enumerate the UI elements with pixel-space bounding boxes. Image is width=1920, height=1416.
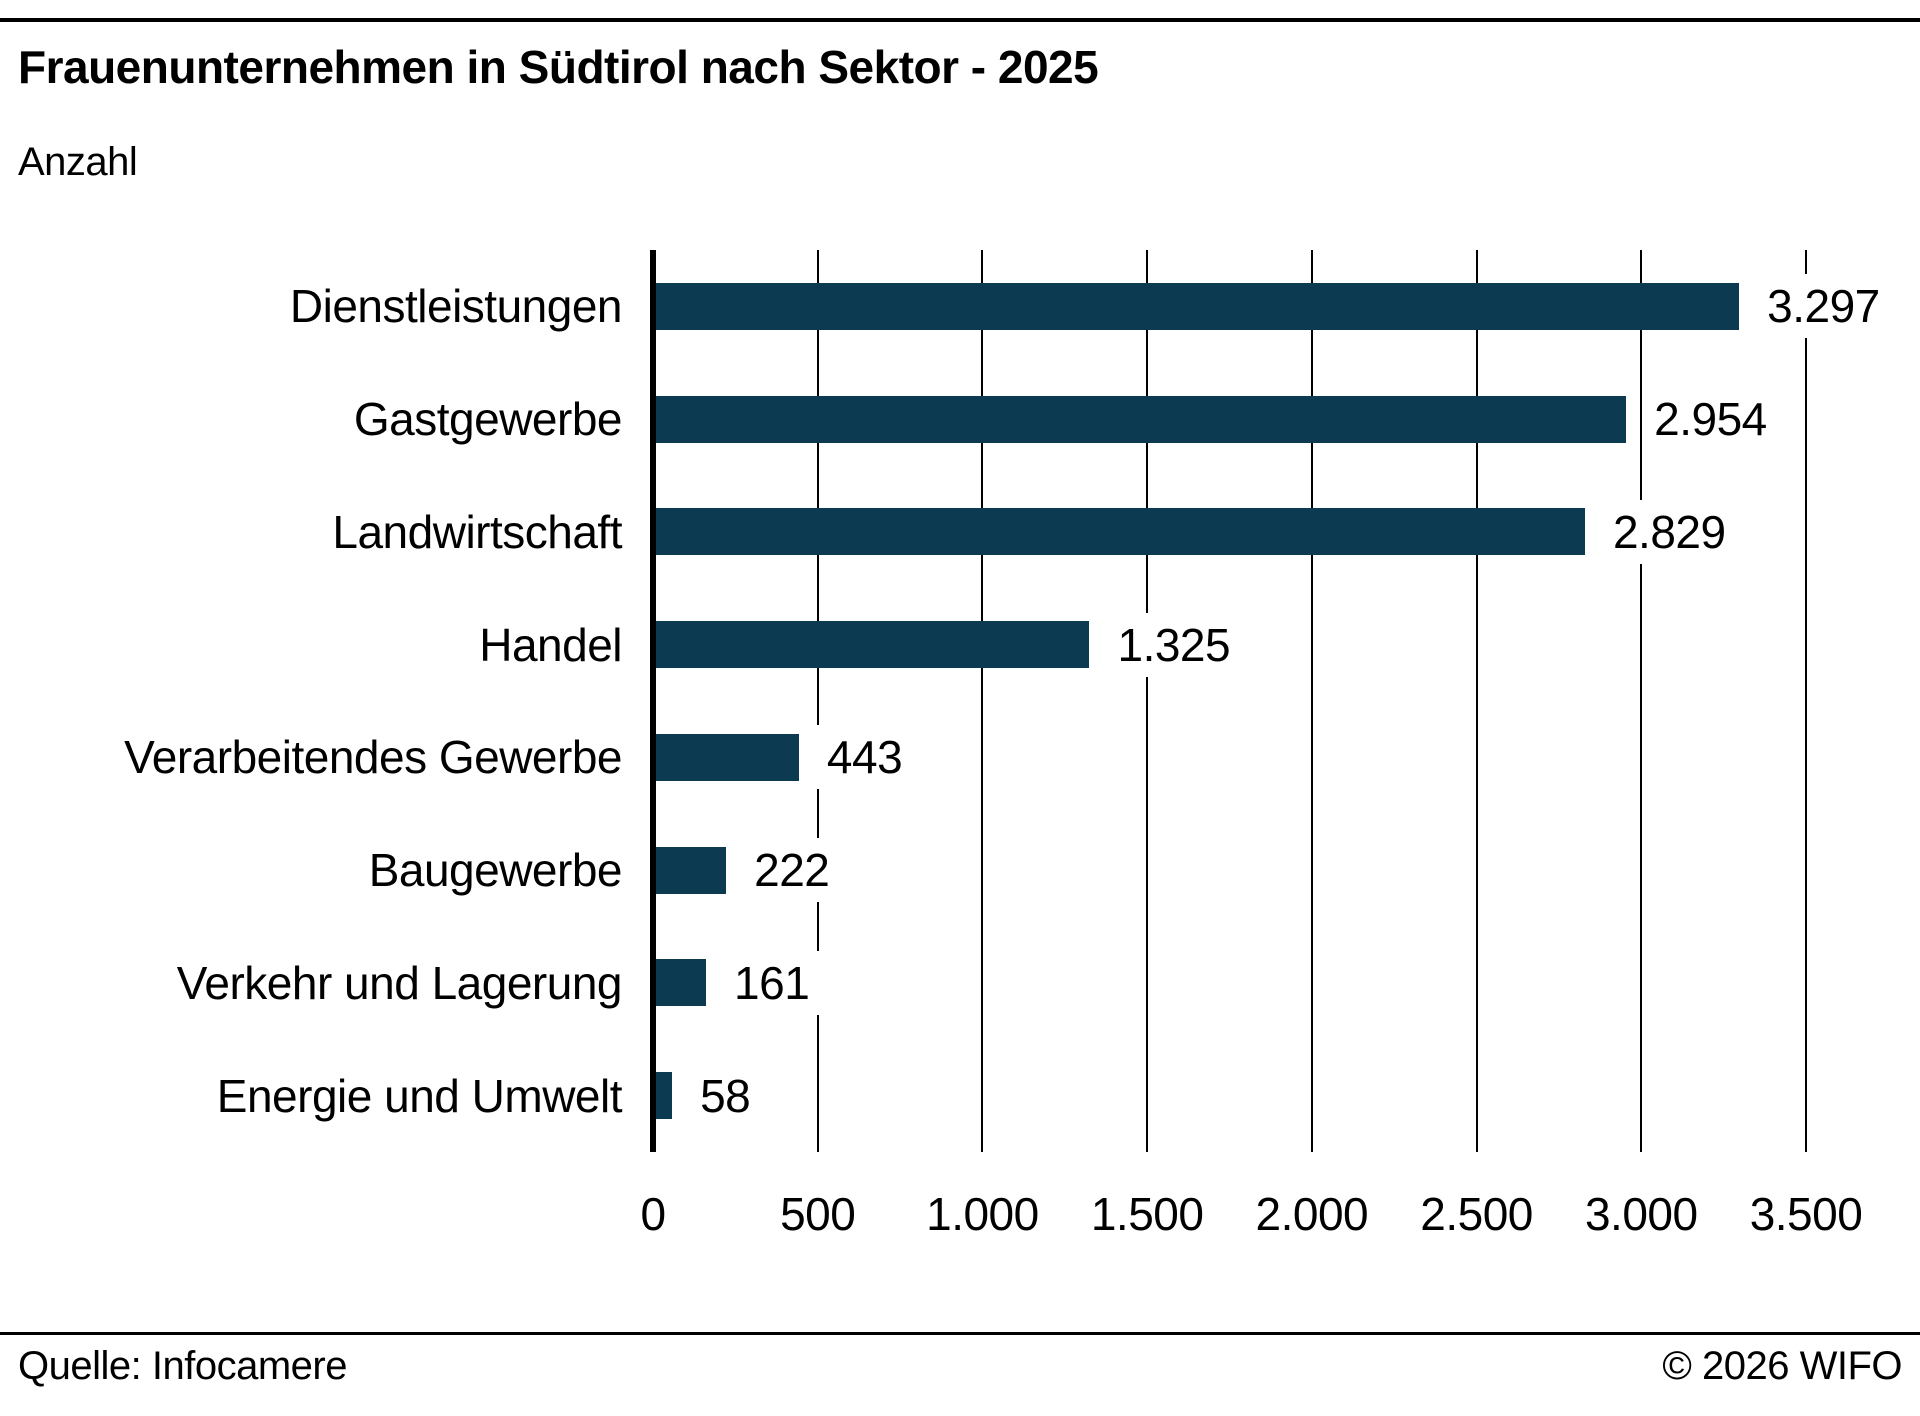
value-label: 3.297	[1757, 274, 1890, 339]
bar	[656, 621, 1090, 669]
bar	[656, 282, 1740, 330]
bar	[656, 733, 799, 781]
chart-title: Frauenunternehmen in Südtirol nach Sekto…	[18, 41, 1099, 93]
category-label: Landwirtschaft	[332, 505, 622, 558]
category-label: Energie und Umwelt	[216, 1069, 623, 1122]
x-tick-label: 1.000	[926, 1188, 1039, 1240]
value-label: 222	[744, 838, 840, 903]
x-gridline	[1310, 250, 1313, 1152]
x-tick-label: 3.000	[1584, 1188, 1698, 1240]
x-gridline	[1146, 250, 1149, 1152]
x-gridline	[1640, 250, 1643, 1152]
value-label: 58	[690, 1063, 761, 1128]
category-label: Dienstleistungen	[289, 280, 623, 333]
value-label: 2.829	[1602, 499, 1736, 564]
bar	[656, 846, 727, 894]
bar	[656, 1072, 673, 1120]
category-label: Verarbeitendes Gewerbe	[124, 731, 622, 784]
x-tick-label: 1.500	[1090, 1188, 1204, 1240]
x-gridline	[816, 250, 819, 1152]
x-gridline	[1475, 250, 1478, 1152]
category-label: Verkehr und Lagerung	[176, 956, 623, 1009]
x-tick-label: 0	[640, 1188, 666, 1240]
x-tick-label: 3.500	[1749, 1188, 1863, 1240]
bar	[656, 395, 1627, 443]
top-rule	[0, 18, 1920, 22]
bar	[656, 959, 707, 1007]
x-tick-label: 500	[780, 1188, 856, 1240]
bar	[656, 508, 1585, 556]
source-note: Quelle: Infocamere	[18, 1344, 347, 1388]
category-label: Baugewerbe	[368, 844, 623, 897]
value-label: 443	[816, 725, 913, 790]
value-label: 2.954	[1644, 387, 1777, 452]
footer-rule	[0, 1332, 1920, 1335]
category-label: Gastgewerbe	[353, 393, 623, 446]
value-label: 161	[724, 950, 820, 1015]
category-label: Handel	[479, 618, 622, 671]
value-label: 1.325	[1107, 612, 1241, 677]
chart-subtitle: Anzahl	[18, 140, 138, 184]
x-tick-label: 2.500	[1420, 1188, 1533, 1240]
copyright-note: © 2026 WIFO	[1662, 1344, 1902, 1388]
y-axis-line	[650, 250, 656, 1152]
x-tick-label: 2.000	[1255, 1188, 1369, 1240]
x-gridline	[1805, 250, 1807, 1152]
x-gridline	[981, 250, 984, 1152]
